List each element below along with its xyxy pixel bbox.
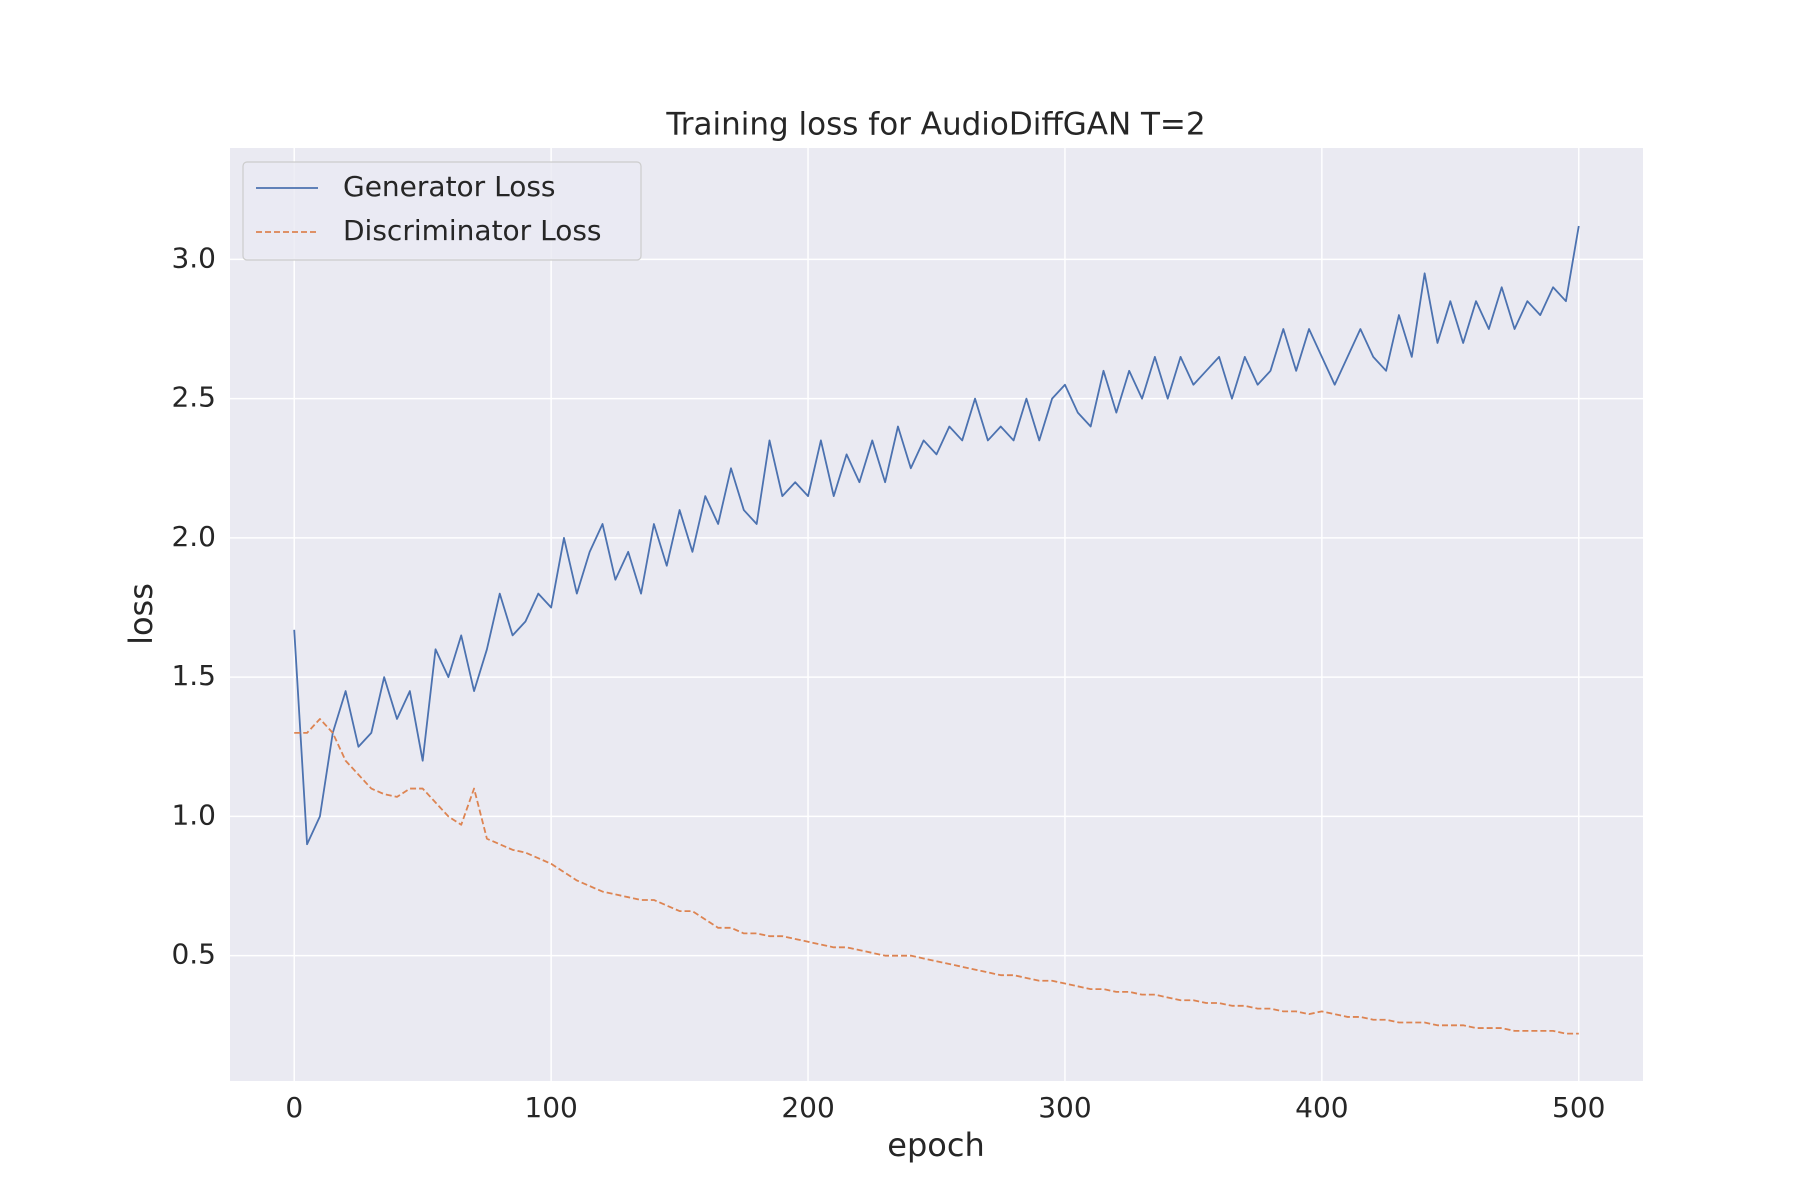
legend-box xyxy=(242,161,642,261)
x-tick-label: 300 xyxy=(1038,1091,1091,1124)
x-tick-label: 200 xyxy=(781,1091,834,1124)
x-tick-label: 500 xyxy=(1552,1091,1605,1124)
y-tick-label: 1.0 xyxy=(171,798,216,831)
legend: Generator Loss Discriminator Loss xyxy=(242,161,642,261)
x-tick-label: 0 xyxy=(285,1091,303,1124)
series-line xyxy=(293,225,1580,846)
axes: 0 100 200 300 400 500 0.5 1.0 1.5 2.0 2.5 3.0 xyxy=(171,241,1605,1124)
y-tick-label: 2.0 xyxy=(171,520,216,553)
legend-label: Discriminator Loss xyxy=(343,214,602,247)
series-line xyxy=(294,718,1579,1035)
x-tick-label: 400 xyxy=(1295,1091,1348,1124)
x-axis-label: epoch xyxy=(887,1126,984,1164)
y-tick-label: 0.5 xyxy=(171,938,216,971)
x-tick-label: 100 xyxy=(524,1091,577,1124)
y-axis-label: loss xyxy=(122,583,160,645)
y-tick-label: 1.5 xyxy=(171,659,216,692)
y-tick-label: 2.5 xyxy=(171,381,216,414)
plot-area xyxy=(230,148,1643,1081)
legend-label: Generator Loss xyxy=(343,170,556,203)
grid xyxy=(230,148,1643,1081)
chart-title: Training loss for AudioDiffGAN T=2 xyxy=(665,107,1205,143)
y-tick-label: 3.0 xyxy=(171,241,216,274)
lines xyxy=(293,225,1580,1035)
